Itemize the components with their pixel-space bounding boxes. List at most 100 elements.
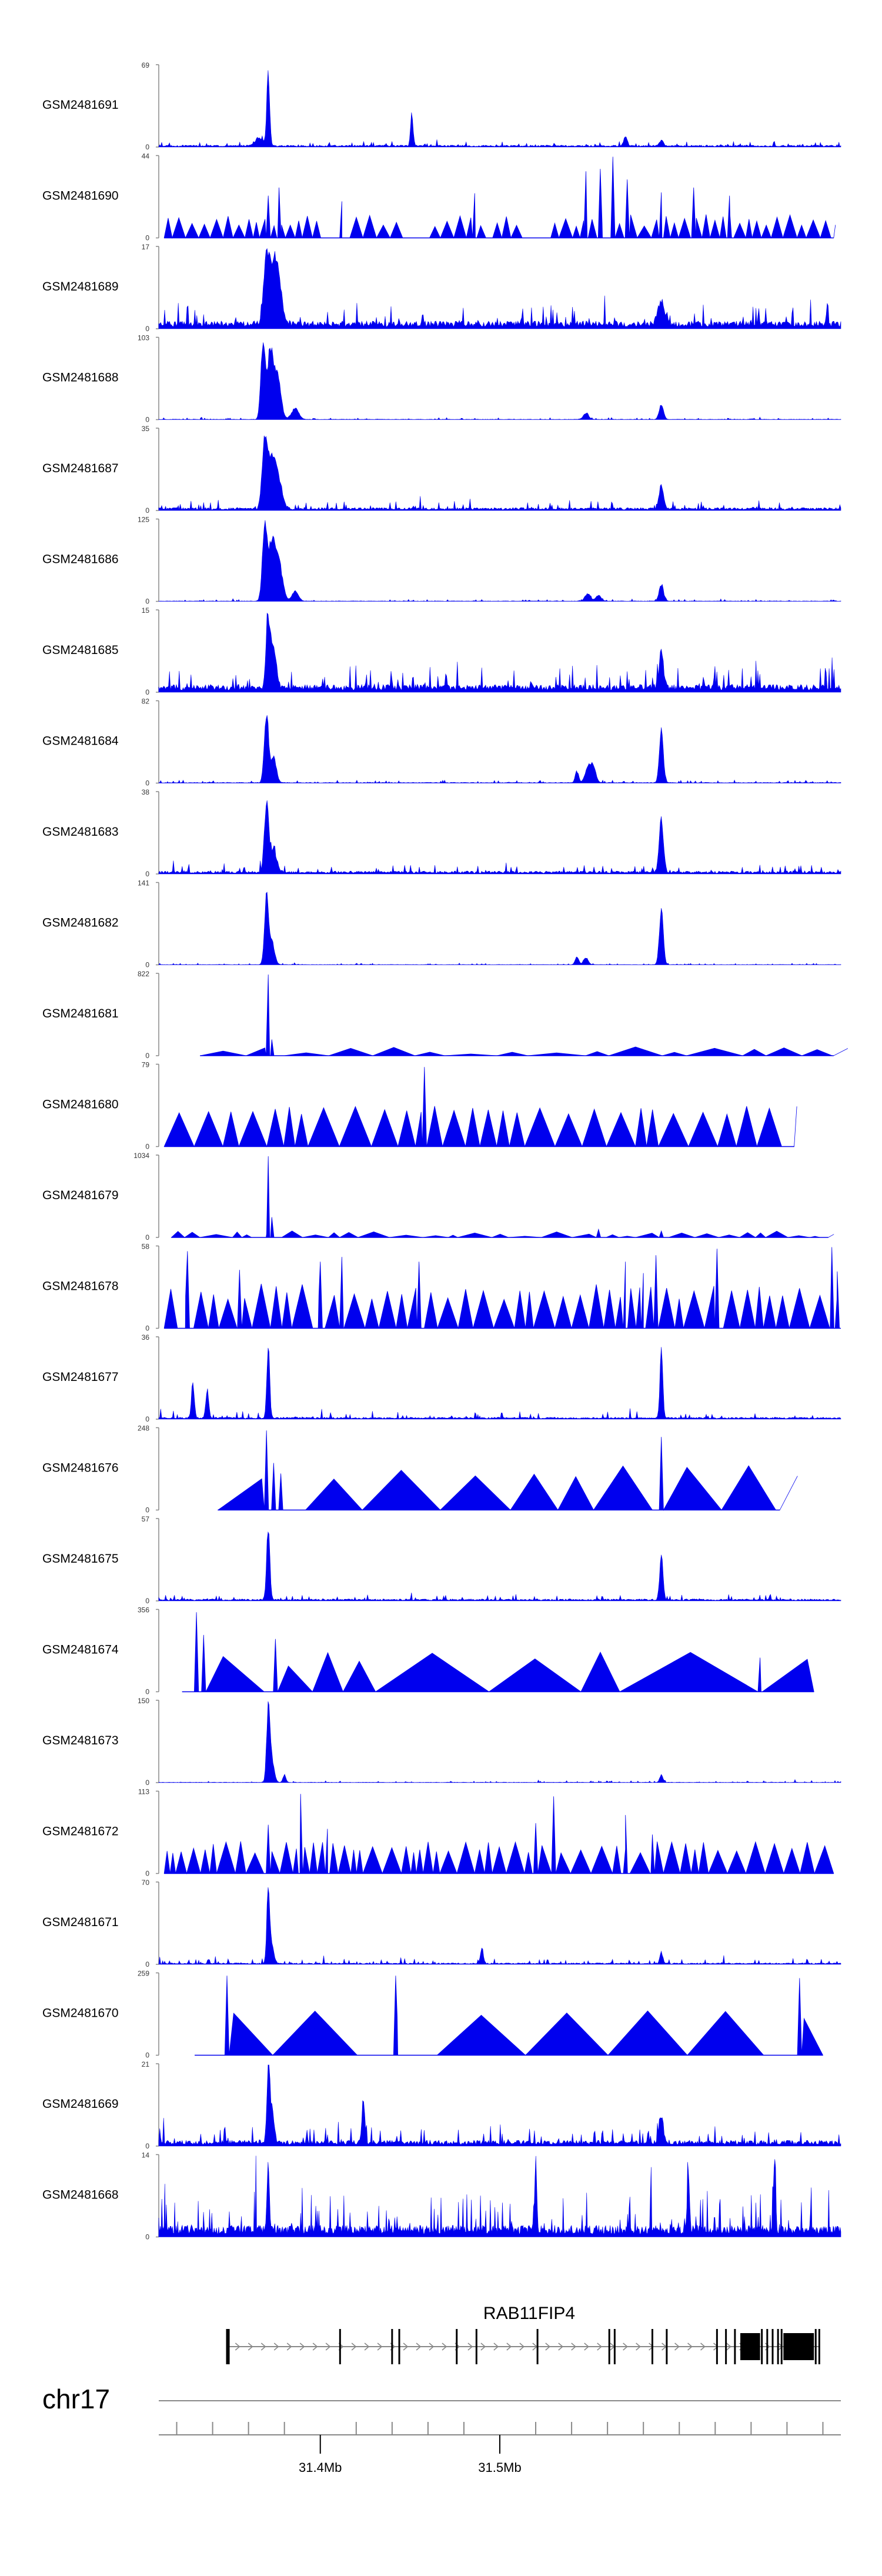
y-zero-label: 0 [145,1324,149,1333]
gene-model [226,2329,820,2364]
chromosome-label: chr17 [42,2384,110,2414]
track-label: GSM2481686 [42,553,119,566]
signal-area [158,2064,841,2147]
exon [780,2329,783,2364]
track-GSM2481684: GSM2481684 82 0 [42,698,841,788]
y-zero-label: 0 [145,325,149,333]
y-zero-label: 0 [145,2233,149,2241]
track-label: GSM2481684 [42,735,119,748]
y-max-label: 248 [138,1424,149,1433]
track-label: GSM2481671 [42,1916,119,1929]
exon [818,2329,820,2364]
track-label: GSM2481690 [42,189,119,203]
y-zero-label: 0 [145,2051,149,2060]
exon-block [740,2333,760,2360]
track-label: GSM2481675 [42,1552,119,1566]
y-zero-label: 0 [145,2142,149,2150]
strand-arrow [286,2343,292,2351]
exon [391,2329,393,2364]
exon [725,2329,727,2364]
track-GSM2481674: GSM2481674 356 0 [42,1606,814,1696]
signal-area [158,1887,841,1965]
y-max-label: 14 [142,2151,150,2160]
track-GSM2481690: GSM2481690 44 0 [42,152,836,242]
strand-arrow [687,2343,693,2351]
y-zero-label: 0 [145,688,149,696]
strand-arrow [545,2343,551,2351]
y-zero-label: 0 [145,1233,149,1242]
y-max-label: 1034 [133,1152,149,1160]
strand-arrow [493,2343,499,2351]
track-label: GSM2481676 [42,1461,119,1475]
exon [761,2329,763,2364]
track-label: GSM2481687 [42,462,119,475]
y-zero-label: 0 [145,1778,149,1787]
strand-arrow [480,2343,486,2351]
exon [771,2329,774,2364]
y-max-label: 15 [142,606,150,615]
exon [608,2329,610,2364]
signal-area [171,1156,834,1238]
strand-arrow [597,2343,602,2351]
y-zero-label: 0 [145,1597,149,1605]
exon [814,2329,817,2364]
track-GSM2481679: GSM2481679 1034 0 [42,1152,834,1242]
strand-arrow [312,2343,318,2351]
y-zero-label: 0 [145,416,149,424]
y-max-label: 79 [142,1061,150,1069]
tick-label: 31.5Mb [478,2460,521,2475]
track-GSM2481687: GSM2481687 35 0 [42,425,841,515]
y-zero-label: 0 [145,1143,149,1151]
track-GSM2481675: GSM2481675 57 0 [42,1515,841,1605]
signal-area [158,342,841,420]
track-GSM2481691: GSM2481691 69 0 [42,61,841,151]
exon [456,2329,458,2364]
signal-tracks: GSM2481691690GSM2481690440GSM2481689170G… [42,61,848,2241]
track-GSM2481677: GSM2481677 36 0 [42,1333,841,1423]
track-label: GSM2481677 [42,1370,119,1384]
y-zero-label: 0 [145,1688,149,1696]
track-GSM2481682: GSM2481682 141 0 [42,879,841,969]
y-max-label: 113 [138,1788,149,1796]
exon [226,2329,228,2364]
signal-area [163,1794,834,1875]
exon [475,2329,477,2364]
y-max-label: 141 [138,879,149,887]
track-label: GSM2481668 [42,2188,119,2202]
y-zero-label: 0 [145,1415,149,1423]
y-max-label: 822 [138,970,149,978]
strand-arrow [416,2343,422,2351]
track-label: GSM2481679 [42,1189,119,1202]
signal-area [163,1247,841,1330]
track-GSM2481670: GSM2481670 259 0 [42,1970,824,2060]
signal-area [217,1430,798,1511]
signal-area [158,800,841,875]
y-zero-label: 0 [145,1506,149,1514]
track-label: GSM2481669 [42,2097,119,2111]
strand-arrow [364,2343,370,2351]
track-GSM2481685: GSM2481685 15 0 [42,606,841,696]
y-zero-label: 0 [145,1960,149,1968]
track-label: GSM2481674 [42,1643,119,1657]
track-label: GSM2481685 [42,643,119,657]
gene-track: RAB11FIP4 [226,2304,820,2364]
y-zero-label: 0 [145,1052,149,1060]
strand-arrow [442,2343,447,2351]
signal-area [158,612,841,693]
track-label: GSM2481682 [42,916,119,930]
track-label: GSM2481683 [42,825,119,839]
exon [766,2329,769,2364]
y-max-label: 21 [142,2060,150,2068]
strand-arrow [636,2343,641,2351]
track-label: GSM2481672 [42,1825,119,1838]
y-max-label: 35 [142,425,150,433]
track-GSM2481678: GSM2481678 58 0 [42,1243,841,1333]
y-max-label: 82 [142,698,150,706]
y-zero-label: 0 [145,598,149,606]
signal-area [158,892,841,965]
gene-name-label: RAB11FIP4 [483,2304,575,2323]
strand-arrow [558,2343,564,2351]
track-GSM2481681: GSM2481681 822 0 [42,970,848,1060]
signal-area [158,1531,841,1601]
